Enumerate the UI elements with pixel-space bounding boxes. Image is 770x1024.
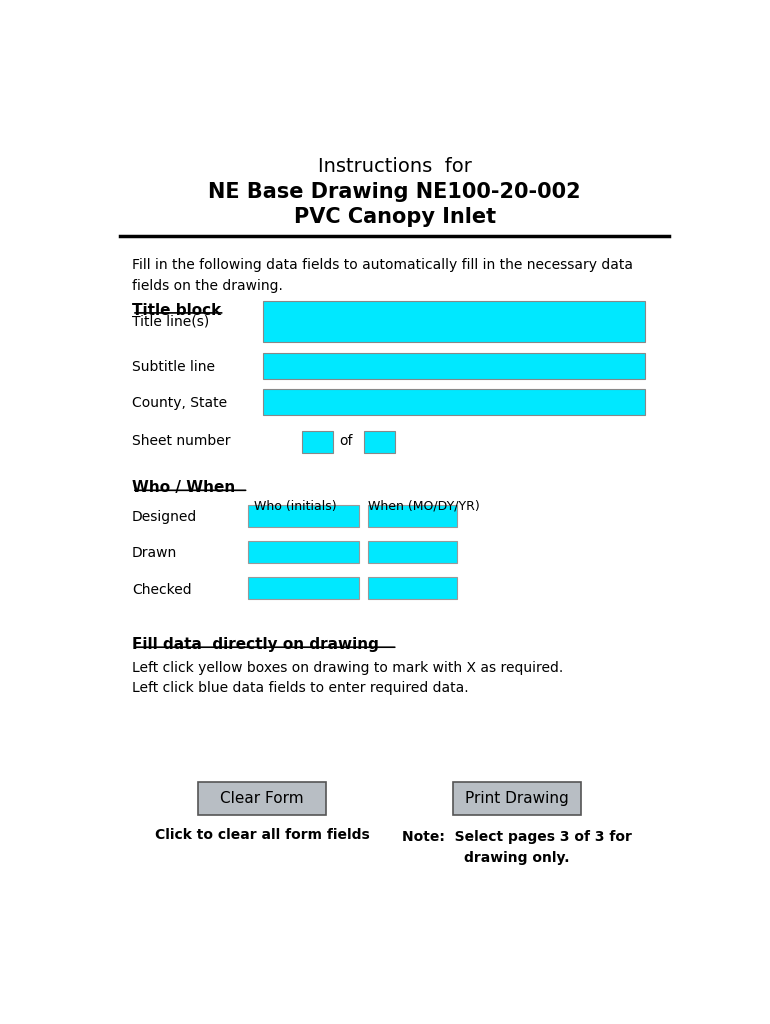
Text: NE Base Drawing NE100-20-002: NE Base Drawing NE100-20-002 — [209, 182, 581, 203]
Text: Who (initials): Who (initials) — [254, 500, 337, 513]
FancyBboxPatch shape — [249, 505, 359, 526]
Text: Click to clear all form fields: Click to clear all form fields — [155, 827, 370, 842]
FancyBboxPatch shape — [249, 578, 359, 599]
FancyBboxPatch shape — [368, 541, 457, 563]
Text: When (MO/DY/YR): When (MO/DY/YR) — [368, 500, 480, 513]
FancyBboxPatch shape — [453, 782, 581, 815]
FancyBboxPatch shape — [363, 431, 394, 454]
Text: PVC Canopy Inlet: PVC Canopy Inlet — [293, 208, 496, 227]
FancyBboxPatch shape — [368, 505, 457, 526]
Text: Who / When: Who / When — [132, 480, 236, 495]
FancyBboxPatch shape — [249, 541, 359, 563]
Text: Fill in the following data fields to automatically fill in the necessary data
fi: Fill in the following data fields to aut… — [132, 258, 633, 293]
Text: Subtitle line: Subtitle line — [132, 359, 215, 374]
FancyBboxPatch shape — [368, 578, 457, 599]
Text: of: of — [340, 434, 353, 449]
Text: Instructions  for: Instructions for — [318, 157, 471, 176]
Text: Sheet number: Sheet number — [132, 434, 230, 449]
Text: Title block: Title block — [132, 303, 221, 317]
Text: County, State: County, State — [132, 396, 227, 410]
Text: Title line(s): Title line(s) — [132, 314, 209, 329]
Text: Clear Form: Clear Form — [220, 792, 303, 806]
Text: Note:  Select pages 3 of 3 for
drawing only.: Note: Select pages 3 of 3 for drawing on… — [402, 830, 632, 864]
Text: Left click yellow boxes on drawing to mark with X as required.
Left click blue d: Left click yellow boxes on drawing to ma… — [132, 660, 564, 695]
Text: Checked: Checked — [132, 583, 192, 597]
Text: Drawn: Drawn — [132, 547, 177, 560]
FancyBboxPatch shape — [198, 782, 326, 815]
FancyBboxPatch shape — [263, 301, 645, 342]
Text: Fill data  directly on drawing: Fill data directly on drawing — [132, 637, 379, 652]
FancyBboxPatch shape — [263, 353, 645, 379]
FancyBboxPatch shape — [302, 431, 333, 454]
FancyBboxPatch shape — [263, 389, 645, 416]
Text: Print Drawing: Print Drawing — [465, 792, 569, 806]
Text: Designed: Designed — [132, 510, 197, 524]
